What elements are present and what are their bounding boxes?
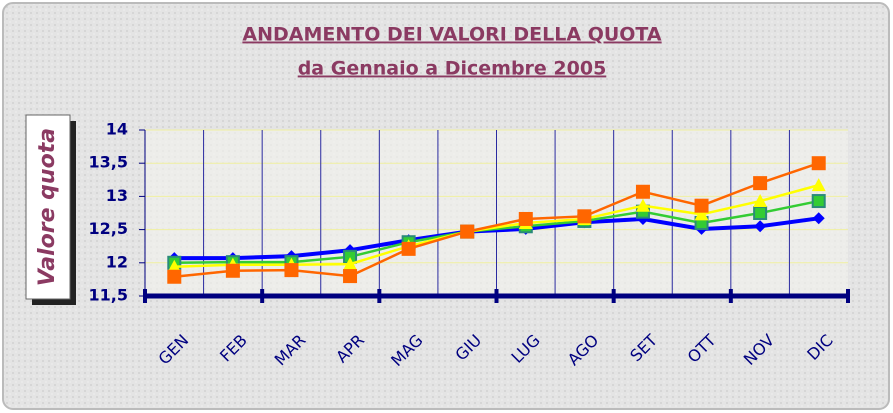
marker [811, 178, 826, 192]
marker [753, 176, 768, 191]
y-tick-label: 14 [106, 120, 128, 139]
y-tick-label: 12,5 [89, 219, 128, 238]
marker [167, 259, 182, 273]
marker [635, 198, 650, 212]
marker [694, 207, 709, 221]
marker [284, 263, 299, 278]
marker [812, 212, 825, 225]
series-line [174, 162, 820, 278]
y-axis-label: Valore quota [35, 128, 60, 286]
series-line [174, 199, 819, 265]
marker [460, 224, 475, 239]
marker [753, 194, 768, 208]
chart-title: ANDAMENTO DEI VALORI DELLA QUOTA [242, 24, 662, 46]
marker [811, 156, 826, 171]
series-line [174, 183, 820, 269]
marker [518, 211, 533, 226]
y-tick-label: 11,5 [89, 286, 128, 305]
y-label-box [25, 114, 71, 300]
marker [225, 263, 240, 278]
marker [577, 209, 592, 224]
y-tick-label: 12 [106, 252, 128, 271]
marker [401, 241, 416, 256]
marker [694, 198, 709, 213]
y-tick-label: 13 [106, 186, 128, 205]
marker [167, 269, 182, 284]
marker [754, 220, 767, 233]
marker [635, 184, 650, 199]
chart-subtitle: da Gennaio a Dicembre 2005 [298, 58, 607, 80]
y-tick-label: 13,5 [89, 153, 128, 172]
series-line [174, 216, 819, 261]
marker [343, 269, 358, 284]
marker [811, 194, 826, 209]
marker [753, 206, 768, 220]
marker [343, 257, 358, 271]
